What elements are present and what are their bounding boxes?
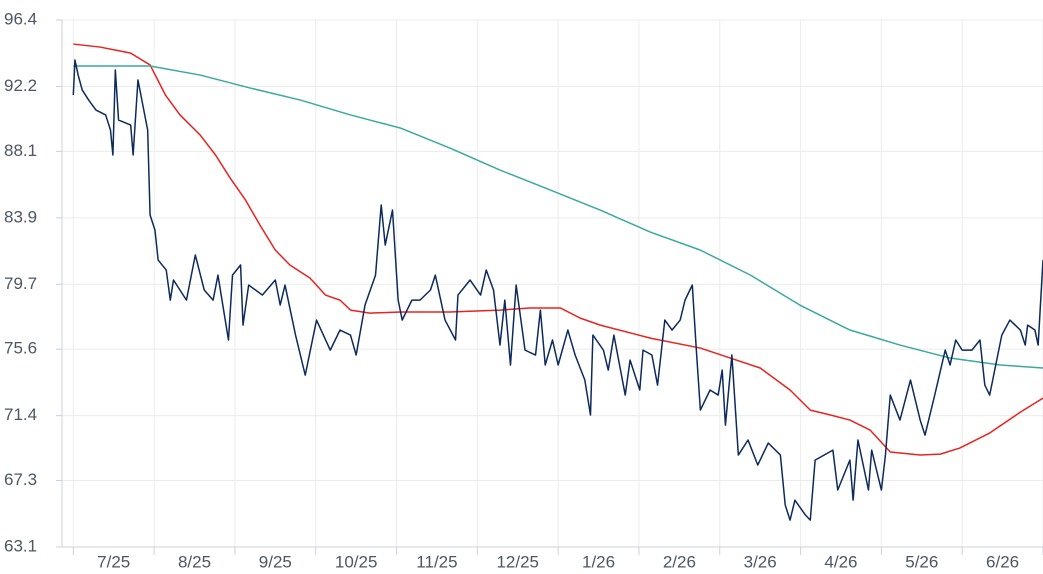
- x-tick-label: 5/26: [905, 552, 938, 571]
- grid: [62, 19, 1043, 548]
- series-line: [72, 59, 1043, 521]
- y-tick-label: 67.3: [4, 470, 37, 489]
- x-tick-label: 7/25: [97, 552, 130, 571]
- x-tick-label: 12/25: [496, 552, 539, 571]
- y-tick-label: 96.4: [4, 9, 37, 28]
- y-tick-label: 79.7: [4, 274, 37, 293]
- y-tick-label: 63.1: [4, 536, 37, 555]
- y-tick-label: 88.1: [4, 141, 37, 160]
- y-tick-label: 71.4: [4, 405, 37, 424]
- series-line: [73, 65, 1043, 369]
- x-tick-label: 4/26: [824, 552, 857, 571]
- axes: 63.1 67.3 71.4 75.6 79.7 83.9 88.1 92.2 96.4 7/25…: [4, 9, 1043, 571]
- x-tick-label: 9/25: [259, 552, 292, 571]
- x-tick-label: 10/25: [335, 552, 378, 571]
- x-tick-label: 2/26: [663, 552, 696, 571]
- x-tick-label: 6/26: [986, 552, 1019, 571]
- lines: [72, 43, 1043, 521]
- y-tick-label: 75.6: [4, 339, 37, 358]
- x-tick-label: 1/26: [582, 552, 615, 571]
- series-line: [73, 43, 1043, 456]
- x-tick-label: 8/25: [178, 552, 211, 571]
- x-tick-label: 11/25: [416, 552, 457, 571]
- y-tick-label: 83.9: [4, 207, 37, 226]
- y-tick-label: 92.2: [4, 76, 37, 95]
- x-tick-label: 3/26: [744, 552, 777, 571]
